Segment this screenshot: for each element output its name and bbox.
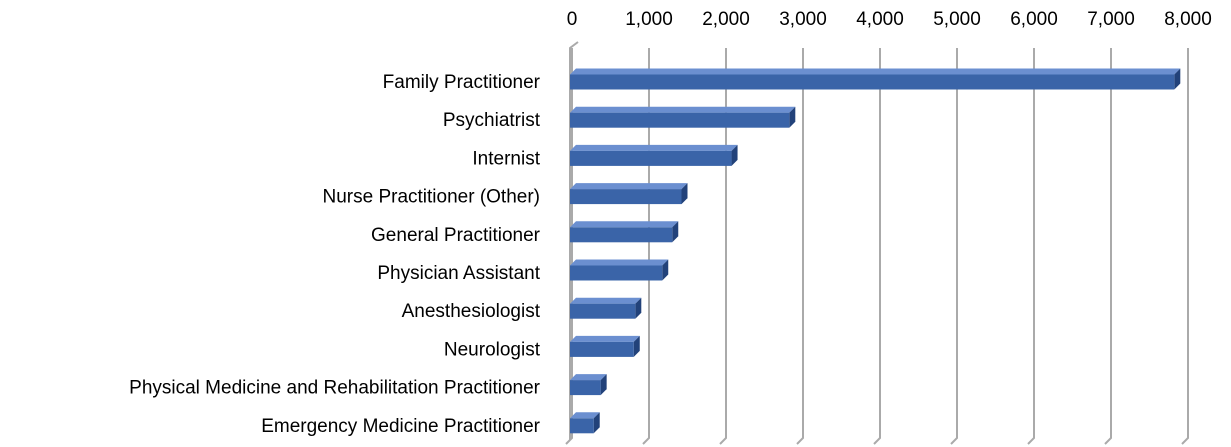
x-tick-label: 3,000: [779, 9, 827, 30]
grid-line: [565, 48, 573, 445]
bar: [570, 221, 679, 243]
grid-line: [873, 48, 881, 445]
bar: [570, 144, 738, 166]
y-tick-label: Family Practitioner: [383, 72, 541, 93]
x-tick-label: 5,000: [933, 9, 981, 30]
bar: [570, 106, 796, 128]
grid-line: [1181, 48, 1189, 445]
x-tick-label: 8,000: [1164, 9, 1212, 30]
x-tick-label: 7,000: [1087, 9, 1135, 30]
x-tick-label: 2,000: [702, 9, 750, 30]
bar: [570, 297, 642, 319]
y-tick-label: Physical Medicine and Rehabilitation Pra…: [129, 378, 541, 399]
x-tick-label: 6,000: [1010, 9, 1058, 30]
grid-line: [1104, 48, 1112, 445]
bar: [570, 374, 607, 396]
bar: [570, 259, 669, 281]
grid-line: [950, 48, 958, 445]
bar: [570, 335, 640, 357]
y-tick-label: Nurse Practitioner (Other): [322, 187, 540, 208]
bar: [570, 183, 688, 205]
bar: [570, 68, 1181, 90]
x-tick-label: 0: [567, 9, 578, 30]
y-tick-label: Emergency Medicine Practitioner: [261, 416, 540, 437]
y-tick-label: General Practitioner: [371, 225, 541, 246]
y-tick-label: Neurologist: [444, 339, 541, 360]
x-tick-label: 1,000: [625, 9, 673, 30]
grid-line: [796, 48, 804, 445]
x-tick-label: 4,000: [856, 9, 904, 30]
grid-line: [642, 48, 650, 445]
bar: [570, 412, 600, 434]
y-tick-label: Internist: [472, 148, 540, 169]
y-tick-label: Physician Assistant: [377, 263, 540, 284]
grid-line: [1027, 48, 1035, 445]
grid-line: [719, 48, 727, 445]
y-tick-label: Anesthesiologist: [402, 301, 541, 322]
y-tick-label: Psychiatrist: [443, 110, 541, 131]
